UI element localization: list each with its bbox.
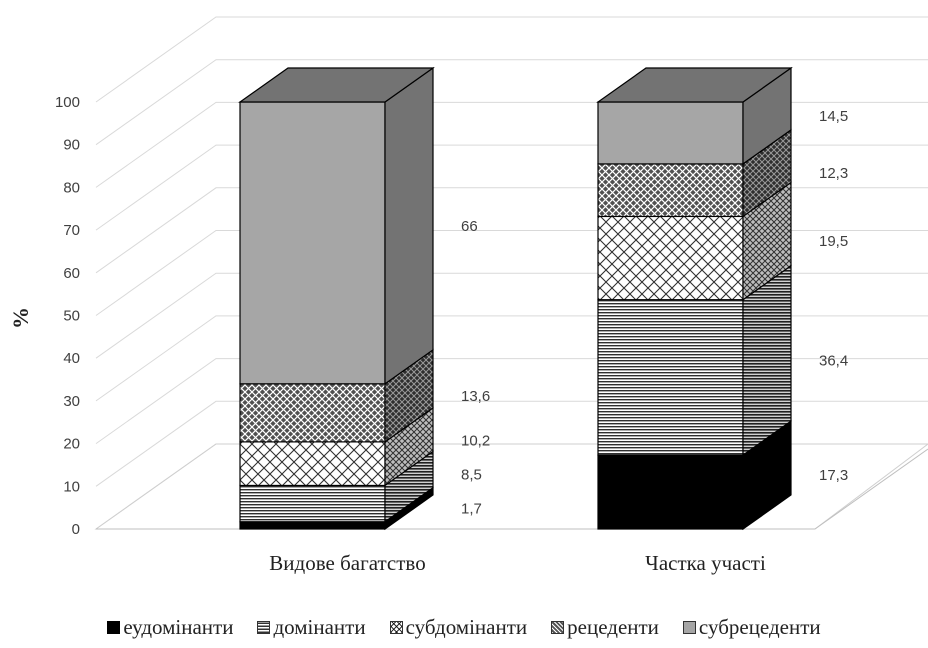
legend-item: еудомінанти — [107, 615, 233, 640]
bar-front — [597, 215, 744, 301]
data-label: 66 — [461, 218, 478, 235]
bar-top-1 — [238, 67, 435, 103]
legend-item: рецеденти — [551, 615, 659, 640]
data-label: 36,4 — [819, 352, 848, 369]
floor-right-edge — [814, 448, 928, 530]
y-tick-label: 40 — [63, 350, 80, 367]
y-axis: 0 10 20 30 40 50 60 70 80 90 100 — [55, 94, 80, 538]
legend-swatch — [389, 620, 403, 634]
y-tick-label: 60 — [63, 265, 80, 282]
legend-swatch — [551, 620, 565, 634]
data-label: 17,3 — [819, 467, 848, 484]
legend-item: субдомінанти — [389, 614, 528, 640]
bar-segment-2-1 — [597, 419, 792, 531]
data-label: 10,2 — [461, 432, 490, 449]
legend: еудомінанти домінанти субдомінанти рецедент… — [0, 612, 928, 642]
y-tick-label: 20 — [63, 436, 80, 453]
gridline-0 — [95, 443, 928, 530]
legend-label: рецеденти — [567, 614, 659, 639]
y-tick-label: 0 — [72, 521, 80, 538]
bar-front — [239, 521, 386, 530]
bar-segment-1-4 — [239, 348, 434, 444]
data-label: 1,7 — [461, 500, 482, 517]
legend-swatch — [257, 620, 271, 634]
legend-swatch — [107, 620, 121, 634]
y-tick-label: 100 — [55, 94, 80, 111]
x-tick-label: Частка участі — [645, 551, 766, 575]
legend-label: субрецеденти — [698, 614, 821, 639]
bars — [238, 66, 793, 531]
y-tick-label: 70 — [63, 222, 80, 239]
bar-front — [597, 299, 744, 456]
bar-segment-1-3 — [239, 406, 434, 487]
y-tick-label: 90 — [63, 137, 80, 154]
data-label: 13,6 — [461, 388, 490, 405]
bar-front — [239, 383, 386, 443]
legend-label: еудомінанти — [123, 614, 234, 639]
data-label: 8,5 — [461, 466, 482, 483]
bar-front — [239, 441, 386, 487]
chart-floor — [94, 443, 928, 530]
legend-swatch — [682, 620, 696, 634]
y-tick-label: 50 — [63, 308, 80, 325]
bar-segment-2-3 — [597, 181, 792, 301]
grid-layer — [94, 16, 928, 530]
y-tick-label: 10 — [63, 478, 80, 495]
y-tick-label: 30 — [63, 393, 80, 410]
bar-segment-1-2 — [239, 450, 434, 523]
data-label: 14,5 — [819, 108, 848, 125]
x-tick-label: Видове багатство — [269, 551, 425, 575]
legend-label: домінанти — [273, 614, 366, 639]
data-labels: 1,7 8,5 10,2 13,6 66 17,3 36,4 19,5 12,3 14,5 — [461, 108, 848, 517]
bar-front — [597, 101, 744, 165]
bar-front — [239, 484, 386, 523]
data-label: 12,3 — [819, 165, 848, 182]
legend-item: субрецеденти — [682, 614, 821, 640]
x-axis: Видове багатство Частка участі — [269, 551, 766, 575]
bar-top-2 — [596, 67, 793, 103]
bar-front — [239, 101, 386, 385]
bar-front — [597, 454, 744, 530]
y-axis-label: % — [8, 307, 33, 329]
data-label: 19,5 — [819, 233, 848, 250]
gridline-90 — [95, 59, 928, 146]
bar-segment-1-5 — [239, 66, 434, 385]
bar-side — [384, 66, 434, 385]
bar-segment-2-4 — [597, 128, 792, 218]
bar-front — [597, 163, 744, 218]
legend-label: субдомінанти — [405, 614, 528, 639]
legend-item: домінанти — [257, 614, 366, 640]
y-tick-label: 80 — [63, 179, 80, 196]
bar-segment-2-5 — [597, 66, 792, 166]
gridline-100 — [95, 16, 928, 103]
bar-segment-2-2 — [597, 264, 792, 457]
